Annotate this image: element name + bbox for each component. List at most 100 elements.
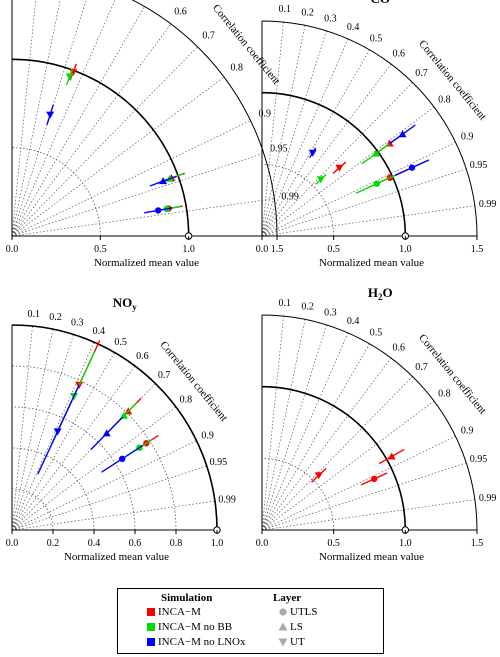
correlation-tick-label: 0.6	[392, 49, 405, 60]
correlation-tick-label: 0.1	[279, 298, 292, 309]
x-tick-label: 0.2	[47, 538, 60, 549]
correlation-spoke	[11, 0, 37, 237]
reference-arc	[261, 91, 407, 237]
correlation-axis-label: Correlation coefficient	[210, 2, 282, 87]
reference-arc	[11, 324, 218, 531]
x-tick-label: 1.5	[271, 244, 284, 255]
correlation-tick-label: 0.3	[324, 308, 337, 319]
correlation-tick-label: 0.99	[479, 199, 497, 210]
data-point-inca-m-no-lnox-ut	[53, 428, 62, 436]
correlation-spoke	[11, 76, 225, 237]
correlation-spoke	[11, 406, 177, 531]
correlation-spoke	[261, 106, 435, 237]
chart-title: H2O	[368, 285, 393, 302]
correlation-spoke	[261, 205, 475, 237]
correlation-spoke	[11, 23, 172, 237]
green-square-icon	[147, 623, 155, 631]
correlation-tick-label: 0.3	[71, 318, 84, 329]
data-point-inca-m-no-bb-utls	[373, 180, 380, 187]
legend-layer-title: Layer	[273, 592, 302, 604]
correlation-tick-label: 0.9	[461, 426, 474, 437]
x-axis-label: Normalized mean value	[319, 257, 424, 269]
outer-arc	[261, 20, 478, 237]
correlation-tick-label: 0.99	[218, 494, 236, 505]
correlation-spoke	[261, 319, 306, 531]
correlation-tick-label: 0.5	[114, 337, 127, 348]
correlation-spoke	[11, 465, 207, 531]
outer-arc	[11, 324, 218, 531]
correlation-spoke	[11, 120, 251, 237]
correlation-tick-label: 0.6	[136, 351, 149, 362]
correlation-spoke	[261, 82, 413, 237]
correlation-tick-label: 0.8	[230, 62, 243, 73]
data-point-inca-m-no-bb-ut	[65, 73, 74, 81]
legend-item-label: LS	[290, 621, 303, 633]
outer-arc	[261, 314, 478, 531]
correlation-spoke	[261, 38, 349, 237]
correlation-tick-label: 0.1	[27, 309, 40, 320]
x-tick-label: 1.0	[182, 244, 195, 255]
correlation-spoke	[11, 0, 61, 237]
x-tick-label: 1.0	[399, 538, 412, 549]
correlation-spoke	[11, 329, 54, 531]
correlation-tick-label: 0.9	[201, 430, 214, 441]
correlation-tick-label: 0.7	[202, 30, 215, 41]
x-tick-label: 0.6	[129, 538, 142, 549]
correlation-spoke	[11, 46, 198, 237]
correlation-spoke	[11, 440, 197, 531]
correlation-spoke	[261, 376, 413, 531]
grid-arc	[11, 365, 177, 531]
x-tick-label: 0.4	[88, 538, 101, 549]
x-tick-label: 1.5	[471, 538, 484, 549]
blue-square-icon	[147, 638, 155, 646]
data-point-inca-m-no-lnox-ut	[46, 111, 55, 119]
data-point-inca-m-no-lnox-utls	[119, 455, 126, 463]
correlation-spoke	[261, 22, 284, 237]
x-tick-label: 0.5	[327, 244, 340, 255]
grid-arc	[11, 147, 101, 237]
data-point-inca-m-no-bb-ls	[371, 149, 380, 157]
correlation-spoke	[261, 357, 392, 531]
correlation-tick-label: 0.4	[347, 22, 360, 33]
correlation-tick-label: 0.95	[470, 454, 488, 465]
correlation-spoke	[261, 499, 475, 531]
correlation-spoke	[11, 383, 156, 531]
correlation-axis-label: Correlation coefficient	[416, 332, 488, 417]
correlation-spoke	[261, 435, 456, 531]
chart-title-main: H	[368, 285, 378, 300]
correlation-spoke	[261, 332, 349, 531]
correlation-spoke	[261, 141, 456, 237]
correlation-tick-label: 0.95	[270, 143, 288, 154]
correlation-spoke	[261, 168, 467, 237]
correlation-tick-label: 0.7	[415, 68, 428, 79]
data-point-inca-m-no-bb-ut	[316, 176, 325, 184]
chart-title-main: CO	[371, 0, 391, 6]
correlation-spoke	[11, 365, 136, 531]
reference-arc	[11, 58, 190, 237]
red-square-icon	[147, 608, 155, 616]
x-tick-label: 0.0	[256, 538, 269, 549]
correlation-spoke	[261, 316, 284, 531]
x-tick-label: 0.5	[327, 538, 340, 549]
x-tick-label: 1.5	[471, 244, 484, 255]
correlation-spoke	[11, 341, 95, 531]
correlation-tick-label: 0.3	[324, 14, 337, 25]
chart-panel-h2o: 0.1 0.2 0.3 0.4 0.5 0.6 0.7 0.8 0.9 0.95 0.99 0.0 0.…	[256, 285, 497, 563]
triangle-up-marker-icon	[278, 622, 288, 631]
correlation-axis-label: Correlation coefficient	[416, 38, 488, 123]
correlation-tick-label: 0.5	[370, 328, 383, 339]
correlation-spoke	[11, 352, 115, 531]
chart-title-tail: O	[383, 285, 393, 300]
correlation-tick-label: 0.2	[301, 8, 314, 19]
correlation-tick-label: 0.1	[279, 4, 292, 15]
correlation-spoke	[261, 63, 392, 237]
correlation-spoke	[261, 30, 327, 237]
chart-title-main: NO	[113, 295, 133, 310]
x-axis-label: Normalized mean value	[64, 551, 169, 563]
correlation-spoke	[11, 500, 215, 531]
data-point-inca-m-no-lnox-utls	[408, 164, 416, 171]
correlation-tick-label: 0.4	[93, 326, 106, 337]
data-point-inca-m-no-lnox-ls	[102, 429, 111, 437]
correlation-tick-label: 0.7	[415, 362, 428, 373]
x-tick-label: 1.0	[399, 244, 412, 255]
